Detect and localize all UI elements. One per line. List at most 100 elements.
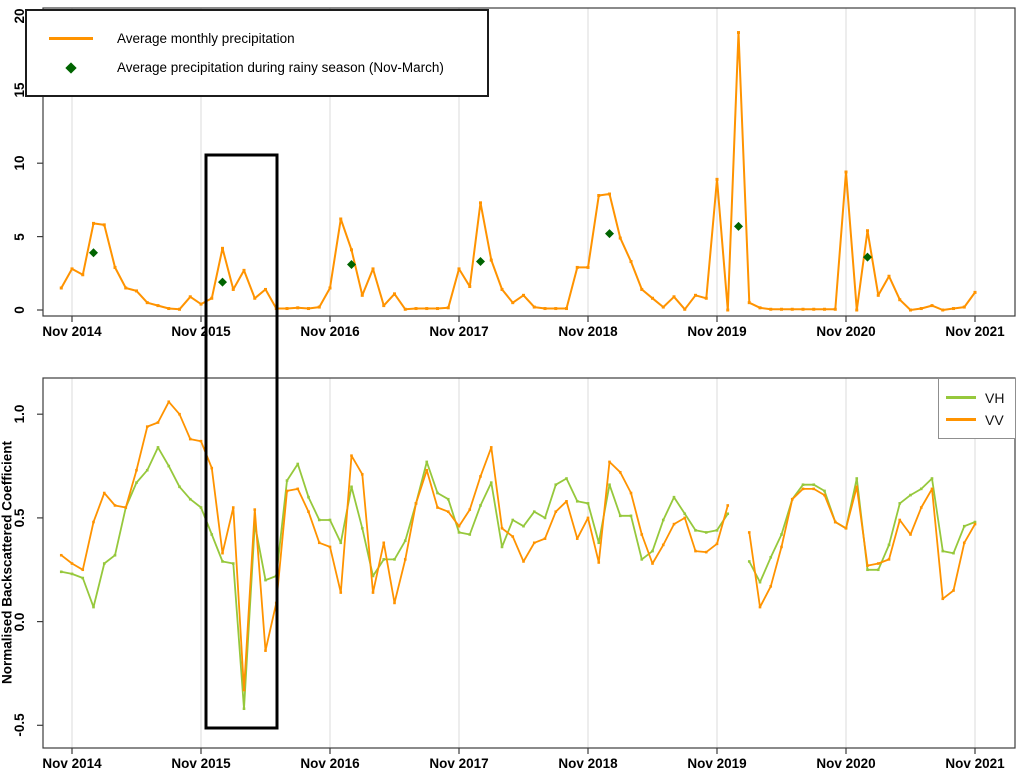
vv-line-marker [672,522,676,526]
vh-line-marker [898,502,902,505]
vv-line-marker [769,585,773,588]
vh-line-marker [780,533,783,536]
vv-line-marker [221,551,224,555]
top-x-tick-label: Nov 2016 [300,324,360,339]
green-diamond-swatch-wrap [43,61,99,74]
bottom-x-tick-label: Nov 2014 [42,756,102,771]
top-panel-border [42,7,1016,317]
bottom-y-tick-label: 0.0 [12,612,27,631]
rainy-season-diamond [605,229,614,239]
vh-line-marker [941,549,945,553]
vh-line-marker [393,558,396,561]
vv-line-marker [919,506,923,509]
vv-line-marker [801,487,805,491]
vv-line-marker [457,524,461,528]
precipitation-line-marker [575,265,579,269]
vv-line-marker [511,535,515,538]
precipitation-line-marker [296,306,300,310]
precipitation-line-marker [81,273,85,277]
vv-line-marker [156,421,160,424]
precipitation-line-marker [565,307,568,311]
vv-line-marker [360,473,364,476]
vh-line-marker [285,479,289,482]
vv-line-marker [436,506,439,509]
precipitation-line-marker [844,170,848,174]
vh-line-marker [145,468,149,472]
precipitation-line-marker [780,307,783,311]
vv-line-marker [930,487,934,491]
vv-line-marker [285,489,289,493]
precipitation-line-marker [640,287,644,291]
vv-line-marker [210,466,214,470]
vv-line-marker [403,558,407,561]
rainy-season-diamond [218,277,227,287]
vv-line-marker [608,460,611,464]
precipitation-line-marker [178,307,181,311]
precipitation-line-marker [769,307,773,311]
precipitation-line-marker [812,307,816,311]
precipitation-line-marker [833,307,837,311]
precipitation-line-marker [188,295,192,299]
precipitation-line-marker [113,265,117,269]
top-y-tick-label: 15 [12,82,27,98]
top-x-tick-label: Nov 2014 [42,324,102,339]
precipitation-line-marker [952,307,955,311]
vv-line-marker [952,589,955,592]
vh-line-marker [221,560,224,563]
vv-line-marker [844,526,848,530]
vv-line-marker [393,601,396,605]
vh-line-marker [70,572,74,576]
precipitation-line-marker [532,305,536,309]
vv-line-marker [242,688,246,692]
precipitation-line-marker [823,307,826,311]
precipitation-line-marker [898,298,902,302]
precipitation-line-marker [608,192,611,196]
vh-line-marker [565,477,568,480]
vv-line-marker [446,510,450,513]
bottom-x-tick-label: Nov 2019 [687,756,747,771]
vv-line-marker [597,561,601,564]
vv-line-marker [909,533,912,536]
vh-line-marker [597,541,601,545]
vh-line-marker [178,485,181,489]
precipitation-line-marker [909,308,912,312]
vh-line-marker [317,518,321,522]
precipitation-line-marker [167,307,171,311]
vv-line-marker [618,470,622,474]
vh-line-marker [156,446,160,449]
rainy-season-diamond [476,257,485,267]
rainy-season-diamond [863,252,872,262]
vv-line-marker [414,502,418,505]
orange-line-swatch [49,37,93,40]
precipitation-line-marker [210,296,214,300]
precipitation-line-marker [393,292,396,296]
precipitation-line-marker [221,246,224,250]
vv-line-marker [694,549,697,553]
precipitation-line-marker [231,287,235,291]
vh-line [61,446,976,710]
precipitation-line-marker [941,308,945,312]
legend-item-rainy-season: Average precipitation during rainy seaso… [27,60,487,75]
rainy-season-diamond [734,221,743,231]
precipitation-line-marker [102,223,106,227]
vh-line-marker [135,481,138,484]
vh-line-marker [113,553,117,557]
vv-line-marker [296,487,300,491]
vh-line-marker [801,483,805,487]
precipitation-line-marker [425,307,429,311]
vv-line-marker [382,541,386,545]
vh-line-marker [350,485,353,489]
vh-line-marker [92,605,95,609]
precipitation-line-marker [618,236,622,240]
vv-line-marker [328,545,332,549]
precipitation-line-marker [70,267,74,271]
vh-line-marker [522,524,525,528]
bottom-x-tick-label: Nov 2016 [300,756,360,771]
vh-line-marker [919,487,923,491]
precipitation-line-marker [672,295,676,299]
vv-line-marker [973,522,977,526]
top-x-tick-label: Nov 2020 [816,324,876,339]
vv-line-marker [586,516,590,520]
vv-line-marker [264,649,267,652]
vh-line-marker [887,543,891,547]
